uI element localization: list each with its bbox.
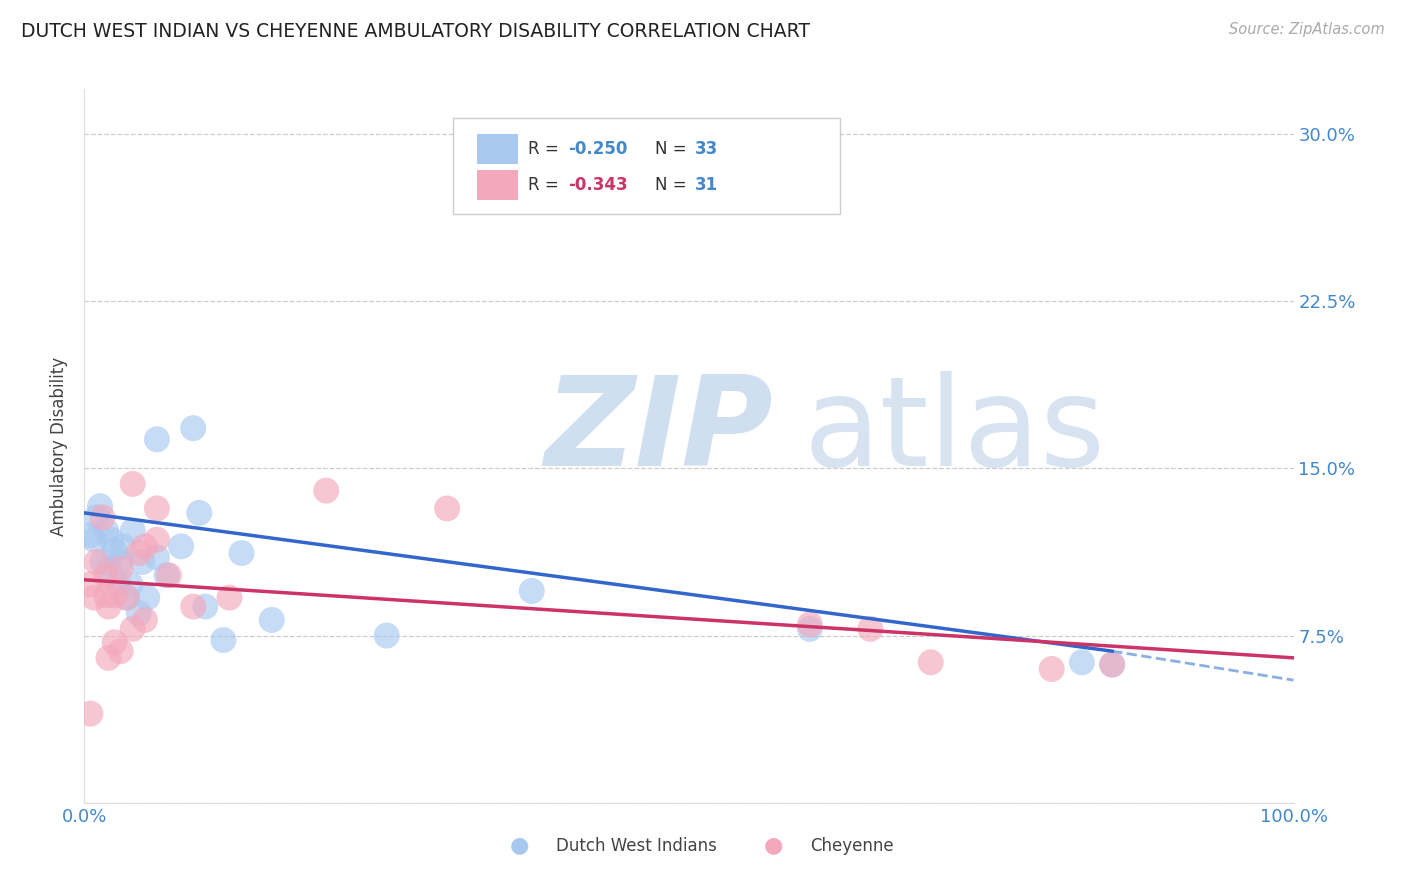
- Point: [260, 613, 283, 627]
- Point: [83, 533, 105, 547]
- Point: [115, 591, 138, 605]
- Point: [131, 555, 153, 569]
- Text: ●: ●: [510, 836, 529, 855]
- Point: [194, 599, 217, 614]
- Point: [86, 555, 108, 569]
- Point: [146, 550, 169, 565]
- Text: Cheyenne: Cheyenne: [810, 837, 893, 855]
- Point: [100, 533, 122, 547]
- Point: [146, 432, 169, 446]
- Point: [97, 651, 120, 665]
- Point: [136, 591, 159, 605]
- Point: [121, 622, 143, 636]
- Point: [120, 577, 142, 591]
- Point: [91, 510, 114, 524]
- Point: [110, 562, 132, 576]
- Point: [134, 613, 156, 627]
- Text: -0.250: -0.250: [568, 140, 627, 158]
- Point: [79, 577, 101, 591]
- Point: [128, 607, 150, 621]
- Text: 33: 33: [695, 140, 718, 158]
- Point: [157, 568, 180, 582]
- FancyBboxPatch shape: [453, 118, 841, 214]
- Point: [1101, 657, 1123, 672]
- Point: [104, 543, 127, 558]
- Text: atlas: atlas: [804, 371, 1107, 492]
- Text: ●: ●: [763, 836, 783, 855]
- Point: [86, 510, 108, 524]
- Text: DUTCH WEST INDIAN VS CHEYENNE AMBULATORY DISABILITY CORRELATION CHART: DUTCH WEST INDIAN VS CHEYENNE AMBULATORY…: [21, 22, 810, 41]
- Point: [97, 599, 120, 614]
- Point: [146, 533, 169, 547]
- Point: [89, 499, 111, 513]
- Text: N =: N =: [655, 176, 692, 194]
- Text: ZIP: ZIP: [544, 371, 772, 492]
- Point: [181, 599, 204, 614]
- Point: [79, 528, 101, 542]
- Point: [218, 591, 240, 605]
- Point: [121, 476, 143, 491]
- Point: [83, 591, 105, 605]
- Point: [799, 617, 821, 632]
- Point: [94, 589, 117, 603]
- Point: [231, 546, 253, 560]
- Point: [146, 501, 169, 516]
- Point: [128, 546, 150, 560]
- Point: [91, 555, 114, 569]
- Point: [436, 501, 458, 516]
- Point: [375, 628, 398, 642]
- Point: [94, 568, 117, 582]
- Point: [94, 524, 117, 538]
- Point: [121, 524, 143, 538]
- Point: [520, 583, 543, 598]
- Text: Dutch West Indians: Dutch West Indians: [555, 837, 717, 855]
- Point: [134, 539, 156, 553]
- Point: [79, 706, 101, 721]
- Text: -0.343: -0.343: [568, 176, 627, 194]
- Point: [104, 635, 127, 649]
- Point: [1071, 655, 1094, 669]
- FancyBboxPatch shape: [478, 169, 519, 200]
- Point: [107, 577, 129, 591]
- Text: 31: 31: [695, 176, 718, 194]
- Point: [104, 589, 127, 603]
- Point: [170, 539, 193, 553]
- Point: [112, 539, 135, 553]
- Point: [155, 568, 177, 582]
- Point: [920, 655, 942, 669]
- Point: [110, 644, 132, 658]
- Point: [315, 483, 337, 498]
- Point: [188, 506, 211, 520]
- Text: N =: N =: [655, 140, 692, 158]
- Point: [859, 622, 882, 636]
- Point: [212, 633, 235, 648]
- Text: Source: ZipAtlas.com: Source: ZipAtlas.com: [1229, 22, 1385, 37]
- Text: R =: R =: [529, 176, 564, 194]
- Point: [97, 562, 120, 576]
- Text: R =: R =: [529, 140, 564, 158]
- Point: [1101, 657, 1123, 672]
- Point: [110, 555, 132, 569]
- FancyBboxPatch shape: [478, 134, 519, 164]
- Point: [181, 421, 204, 435]
- Point: [115, 591, 138, 605]
- Point: [799, 622, 821, 636]
- Point: [1040, 662, 1063, 676]
- Y-axis label: Ambulatory Disability: Ambulatory Disability: [51, 357, 69, 535]
